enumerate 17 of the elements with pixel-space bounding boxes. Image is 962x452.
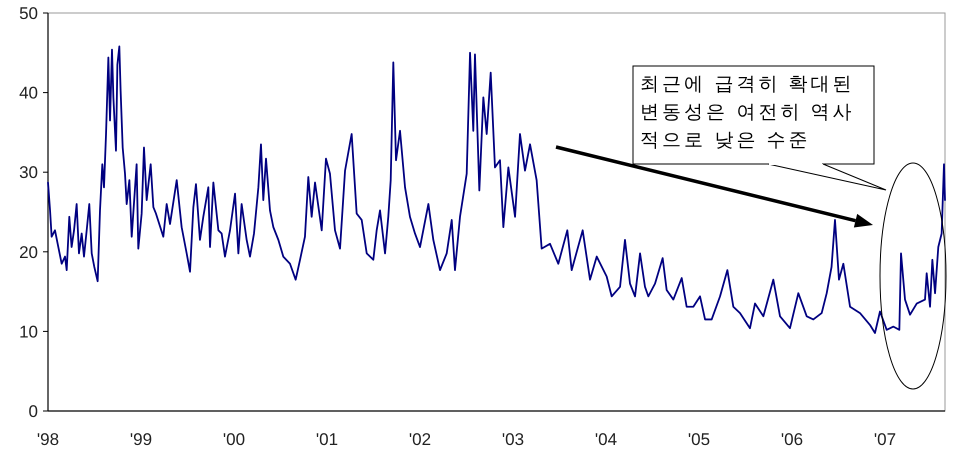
x-tick-label: '04 [594, 430, 618, 449]
x-tick-label: '00 [222, 430, 246, 449]
x-tick-label: '98 [36, 430, 60, 449]
y-tick-label: 50 [19, 4, 38, 23]
x-tick-label: '06 [780, 430, 804, 449]
y-tick-label: 10 [19, 322, 38, 342]
x-tick-label: '03 [502, 430, 524, 449]
y-tick-label: 30 [19, 163, 38, 182]
x-tick-label: '07 [874, 430, 896, 449]
y-tick-label: 0 [28, 402, 38, 421]
annotation: 최근에 급격히 확대된 변동성은 여전히 역사적으로 낮은 수준 [640, 74, 855, 151]
y-tick-label: 20 [19, 242, 38, 262]
x-tick-label: '05 [688, 430, 710, 449]
x-tick-label: '02 [408, 430, 432, 449]
x-tick-label: '99 [130, 430, 152, 449]
y-tick-label: 40 [19, 84, 38, 103]
x-tick-label: '01 [316, 430, 338, 449]
